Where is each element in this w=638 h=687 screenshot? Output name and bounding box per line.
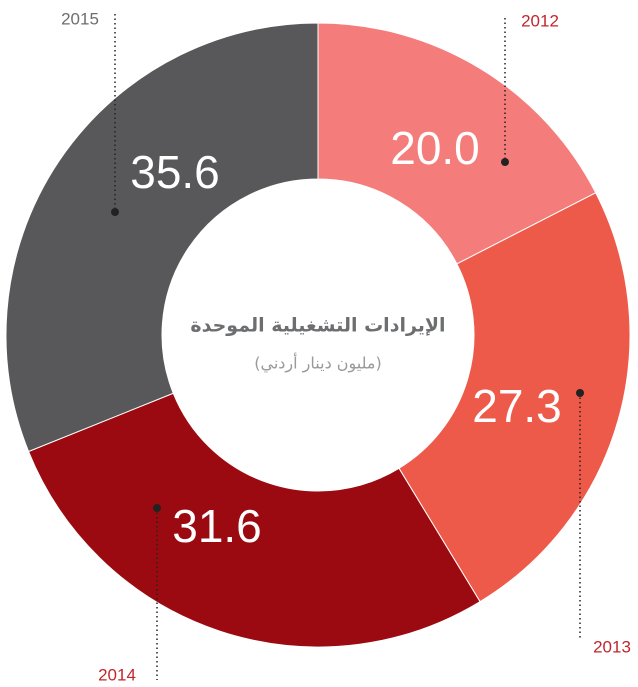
chart-title: الإيرادات التشغيلية الموحدة	[190, 315, 445, 337]
leader-dot	[576, 389, 584, 397]
category-label: 2013	[593, 637, 631, 656]
leader-dot	[111, 208, 119, 216]
leader-dot	[153, 504, 161, 512]
chart-subtitle: (مليون دينار أردني)	[254, 353, 381, 374]
value-label: 20.0	[390, 122, 480, 174]
category-label: 2015	[61, 9, 99, 28]
donut-slice	[27, 392, 481, 648]
value-label: 31.6	[172, 500, 262, 552]
value-label: 27.3	[472, 380, 562, 432]
donut-slice	[317, 22, 597, 265]
leader-dot	[501, 158, 509, 166]
category-label: 2014	[98, 665, 136, 684]
category-label: 2012	[521, 11, 559, 30]
donut-slice	[5, 22, 319, 453]
donut-slice	[398, 192, 631, 603]
value-label: 35.6	[130, 146, 220, 198]
